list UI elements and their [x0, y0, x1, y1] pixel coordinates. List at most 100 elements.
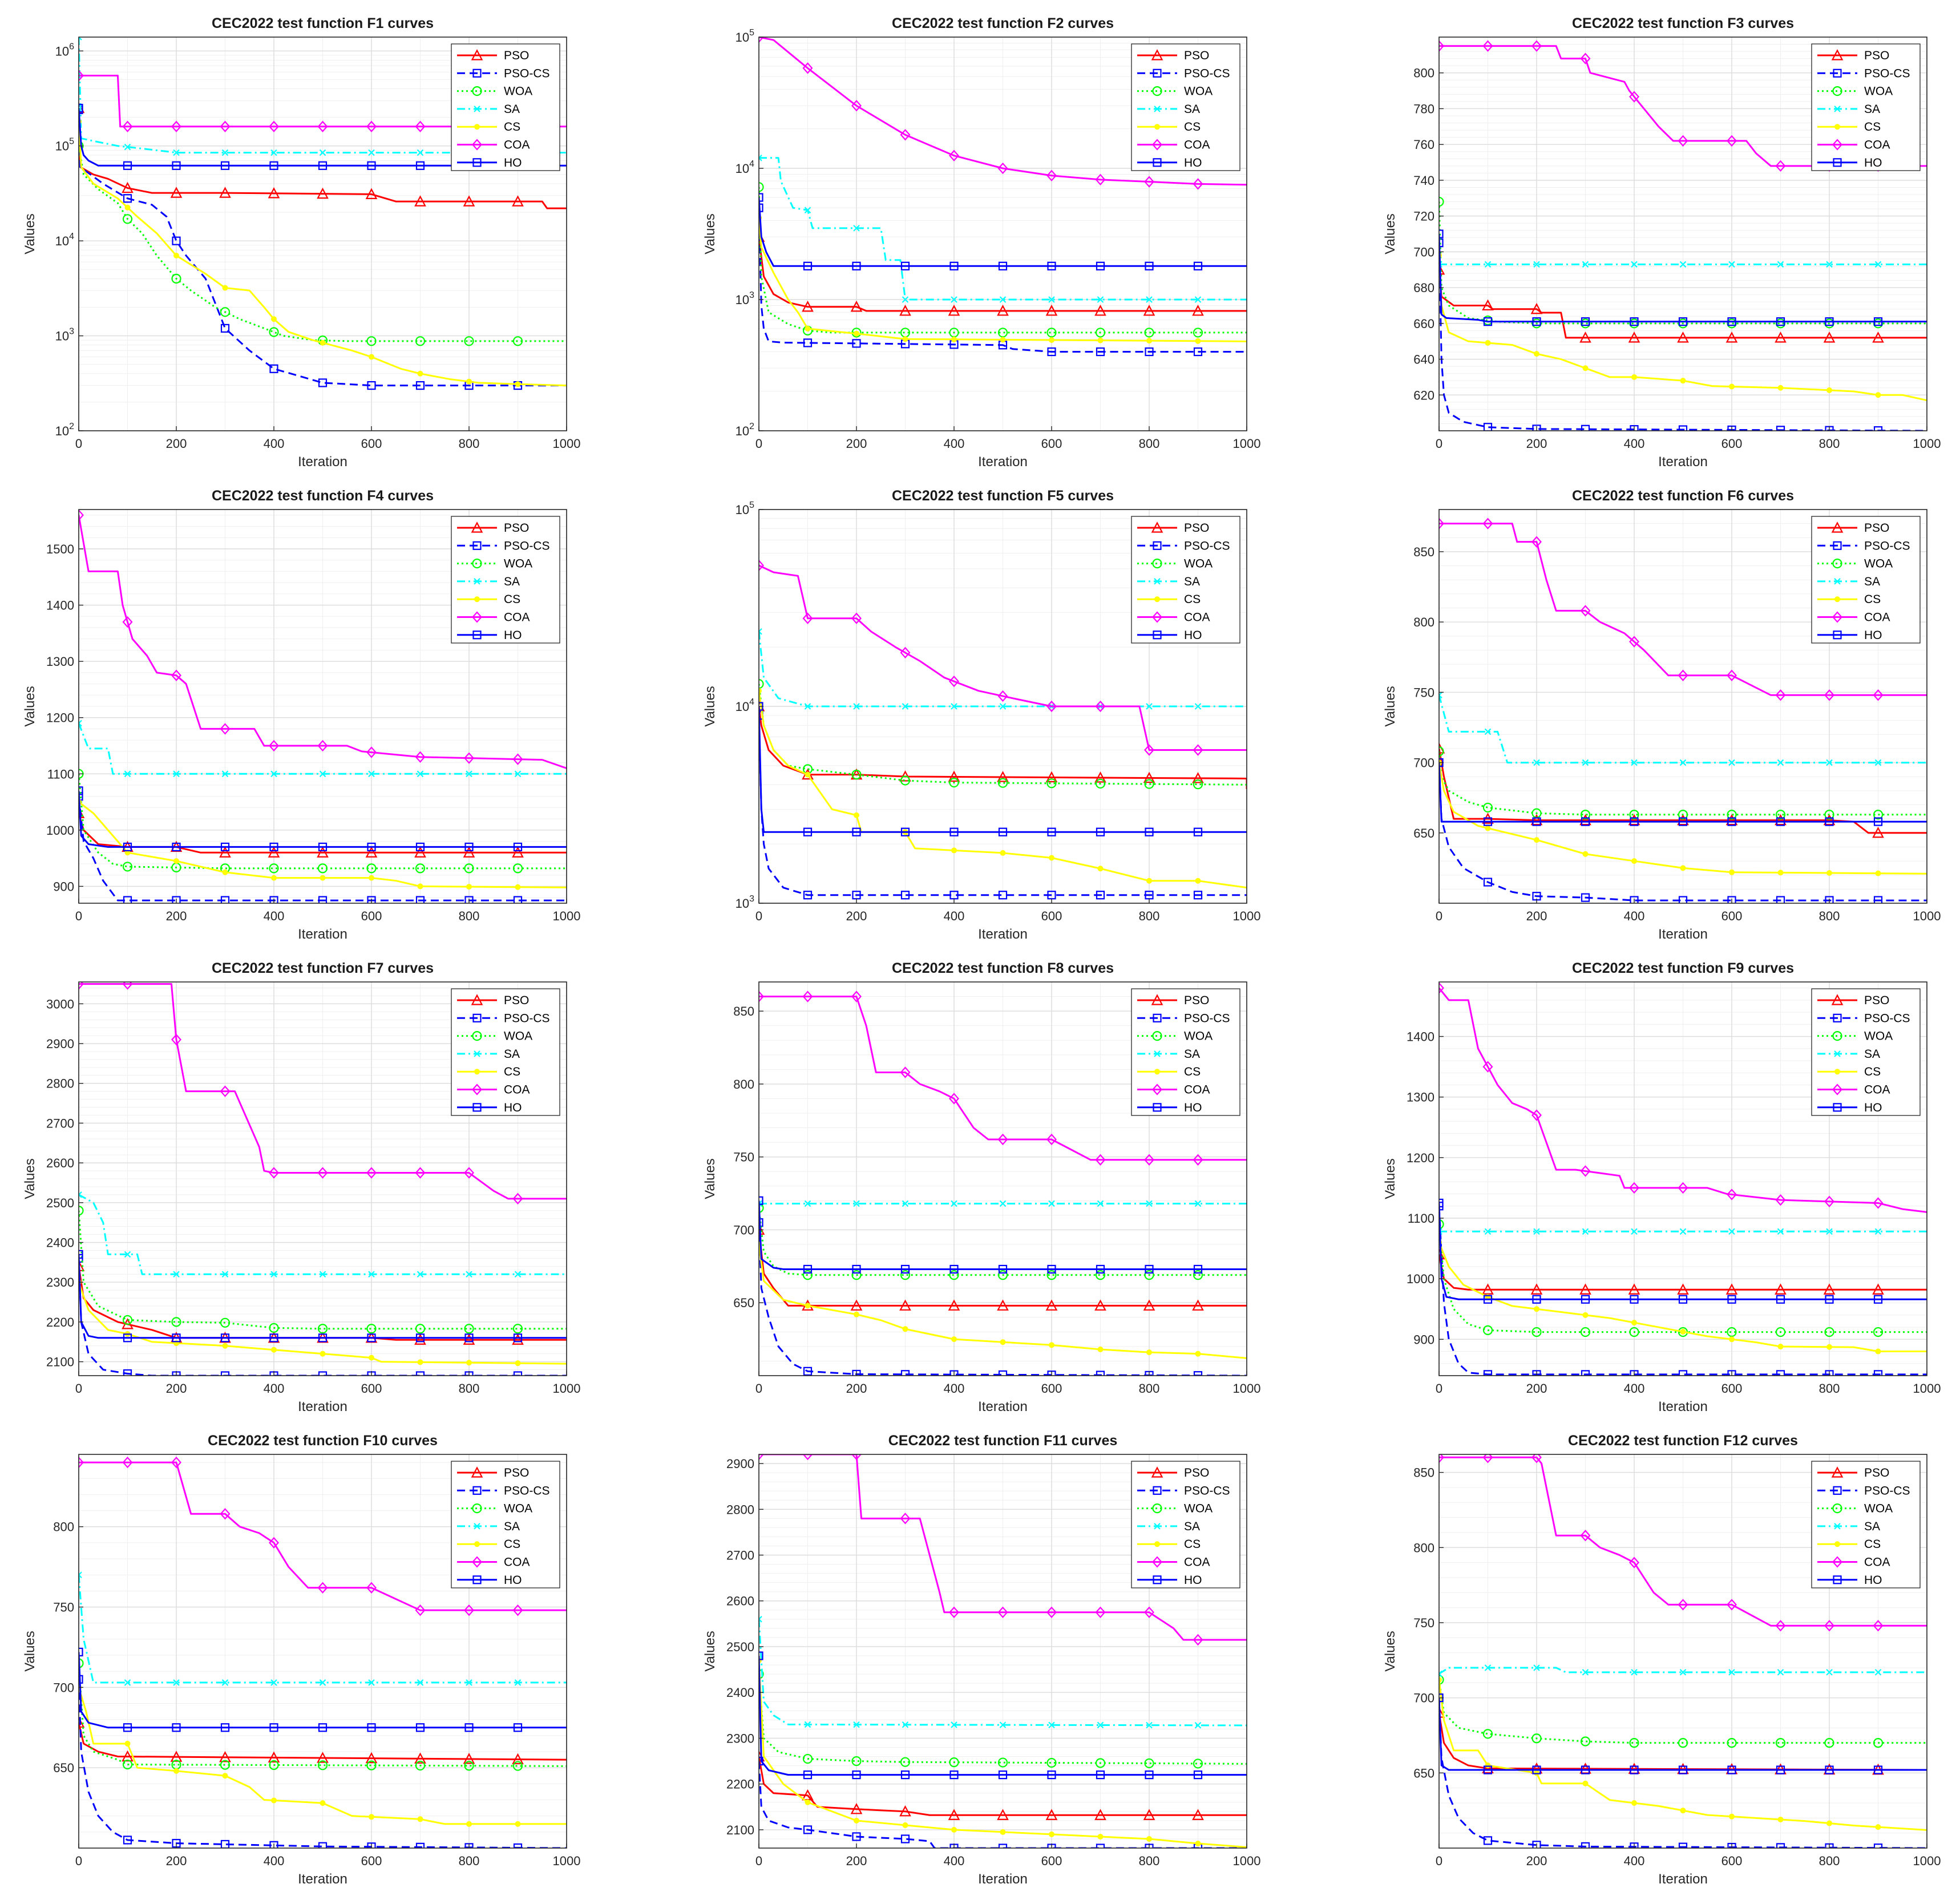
- series-line-woa: [79, 774, 567, 870]
- series-marker-pso: [365, 188, 378, 199]
- legend: PSO PSO-CS WOA SA CS COA HO: [451, 1461, 560, 1588]
- series-marker-sa: [221, 149, 229, 156]
- legend-marker-pso: [1151, 522, 1163, 533]
- legend-marker-sa: [1154, 1523, 1161, 1530]
- series-marker-cs: [222, 869, 228, 875]
- y-tick-label: 1200: [1407, 1151, 1434, 1165]
- x-tick-label: 0: [75, 1854, 82, 1868]
- ticks: 0 200 400 600 800 1000 102 103 104 105 106: [55, 42, 581, 451]
- legend-marker-sa: [474, 106, 480, 112]
- x-tick-label: 0: [755, 1381, 762, 1396]
- x-tick-label: 1000: [1233, 1381, 1261, 1396]
- x-tick-label: 1000: [1233, 1854, 1261, 1868]
- series-marker-sa: [1533, 261, 1540, 268]
- series-marker-woa: [415, 1324, 426, 1334]
- legend-label-pso: PSO: [1184, 49, 1209, 62]
- series-marker-cs: [1826, 1820, 1832, 1826]
- series-marker-woa: [997, 1757, 1008, 1768]
- series-line-coa: [759, 1454, 1247, 1641]
- series-marker-cs: [271, 316, 277, 322]
- legend-label-pso-cs: PSO-CS: [1184, 1012, 1230, 1025]
- series-marker-sa: [804, 1200, 811, 1207]
- series-line-coa: [79, 515, 567, 769]
- x-tick-label: 200: [1526, 1854, 1547, 1868]
- series-marker-woa: [1193, 1270, 1203, 1280]
- x-tick-label: 200: [846, 1381, 867, 1396]
- series-marker-ho: [220, 842, 230, 852]
- series-marker-pso-cs: [1873, 1370, 1883, 1376]
- chart-title: CEC2022 test function F11 curves: [888, 1433, 1118, 1449]
- series-marker-cs: [1631, 1320, 1637, 1326]
- series-marker-ho: [220, 1333, 230, 1343]
- series-marker-pso: [899, 1299, 911, 1311]
- series-marker-pso: [948, 770, 960, 782]
- series-marker-sa: [1194, 1200, 1202, 1207]
- y-tick-label: 1200: [46, 711, 74, 725]
- legend-label-sa: SA: [504, 103, 520, 116]
- series-marker-coa: [1678, 1182, 1688, 1194]
- series-marker-pso-cs: [1145, 347, 1154, 357]
- series-marker-pso: [948, 304, 960, 316]
- series-line-sa: [79, 1575, 567, 1684]
- series-marker-coa: [512, 1604, 523, 1616]
- legend-label-ho: HO: [1864, 156, 1882, 169]
- series-marker-cs: [369, 1814, 374, 1820]
- legend-box: [1811, 988, 1921, 1116]
- series-marker-ho: [1096, 261, 1105, 270]
- legend-label-cs: CS: [1184, 120, 1201, 134]
- series-marker-pso: [1094, 1809, 1106, 1820]
- ticks: 0 200 400 600 800 1000 650 700 750 800: [53, 1520, 580, 1868]
- series-marker-cs: [124, 850, 131, 856]
- series-marker-pso: [268, 187, 280, 199]
- series-marker-cs: [417, 1816, 423, 1822]
- series-marker-sa: [1631, 1669, 1638, 1676]
- series-marker-sa: [999, 296, 1007, 303]
- series-marker-pso-cs: [759, 1756, 763, 1766]
- series-marker-ho: [318, 161, 328, 170]
- series-marker-pso: [899, 304, 911, 316]
- series-marker-cs: [951, 1826, 957, 1833]
- series-marker-pso: [1482, 299, 1494, 311]
- x-tick-label: 400: [944, 909, 965, 923]
- y-tick-label: 1300: [46, 654, 74, 669]
- series-marker-ho: [1776, 317, 1785, 326]
- x-tick-label: 400: [264, 436, 285, 451]
- series-marker-sa: [1874, 759, 1882, 766]
- y-tick-label: 104: [55, 232, 74, 248]
- legend-marker-pso: [1151, 1466, 1163, 1478]
- series-marker-pso-cs: [79, 1675, 83, 1684]
- series-marker-cs: [515, 884, 521, 890]
- series-marker-pso: [1579, 332, 1591, 343]
- x-tick-label: 200: [166, 1381, 187, 1396]
- series-marker-woa: [1775, 1738, 1786, 1748]
- series-marker-pso-cs: [1581, 893, 1590, 902]
- series-marker-sa: [759, 155, 762, 161]
- series-marker-ho: [803, 1264, 813, 1274]
- series-line-ho: [79, 1652, 567, 1729]
- ticks: 0 200 400 600 800 1000 102 103 104 105: [735, 28, 1261, 451]
- legend: PSO PSO-CS WOA SA CS COA HO: [1811, 516, 1921, 644]
- series-marker-cs: [320, 339, 326, 346]
- series-marker-cs: [1049, 855, 1054, 861]
- legend-marker-cs: [474, 124, 480, 130]
- series-marker-coa: [171, 669, 181, 681]
- series-marker-coa: [1046, 169, 1057, 181]
- series-marker-woa: [1824, 1738, 1834, 1748]
- series-marker-pso: [1192, 1299, 1204, 1311]
- series-marker-woa: [1629, 1327, 1639, 1337]
- series-marker-woa: [759, 1669, 764, 1679]
- series-marker-woa: [759, 679, 764, 689]
- legend-marker-cs: [1154, 1541, 1160, 1547]
- legend-marker-ho: [472, 1575, 482, 1584]
- series-marker-cs: [1146, 1349, 1152, 1356]
- series-marker-ho: [367, 1723, 376, 1732]
- x-tick-label: 800: [459, 1381, 480, 1396]
- x-axis-label: Iteration: [978, 927, 1028, 942]
- series-marker-cs: [1875, 1824, 1881, 1830]
- chart-title: CEC2022 test function F8 curves: [892, 960, 1114, 976]
- x-tick-label: 400: [1624, 436, 1645, 451]
- series-marker-sa: [804, 1721, 811, 1728]
- series-marker-sa: [1582, 1669, 1589, 1676]
- series-marker-pso: [170, 1751, 183, 1762]
- legend-label-ho: HO: [504, 156, 522, 169]
